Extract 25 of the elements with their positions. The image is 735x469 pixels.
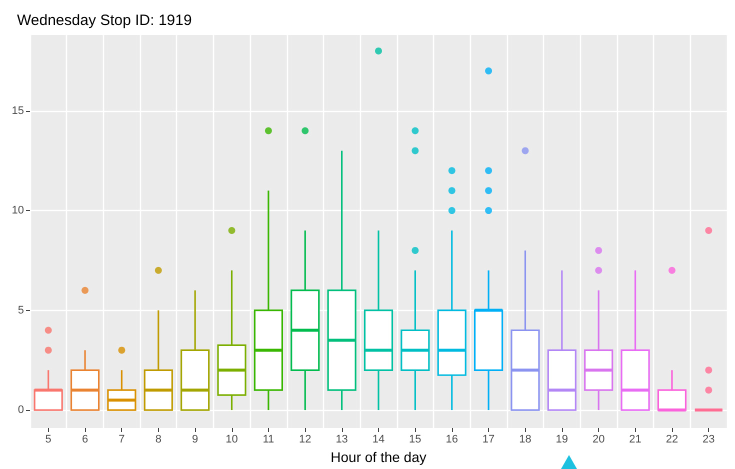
x-tick-label: 17 <box>482 434 495 446</box>
y-tick-label: 15 <box>12 104 24 117</box>
x-tick-label: 21 <box>629 434 642 446</box>
x-tick-label: 8 <box>155 434 162 446</box>
x-tick-label: 6 <box>82 434 88 446</box>
x-tick-label: 18 <box>519 434 532 446</box>
y-tick-label: 0 <box>18 404 24 416</box>
x-tick-label: 9 <box>192 434 198 446</box>
x-tick-label: 10 <box>226 434 238 446</box>
x-tick-label: 22 <box>666 434 678 446</box>
x-tick-label: 19 <box>556 434 568 446</box>
x-tick-label: 11 <box>262 434 274 446</box>
x-tick-label: 14 <box>372 434 385 446</box>
x-tick-label: 20 <box>592 434 605 446</box>
x-axis-title: Hour of the day <box>330 449 426 465</box>
x-tick-label: 12 <box>299 434 312 446</box>
x-tick-label: 5 <box>45 434 52 446</box>
x-tick-label: 7 <box>118 434 125 446</box>
y-tick-label: 5 <box>18 304 24 316</box>
x-tick-label: 15 <box>409 434 422 446</box>
x-tick-label: 13 <box>336 434 348 446</box>
x-tick-label: 23 <box>702 434 715 446</box>
y-tick-label: 10 <box>12 204 24 217</box>
chart-title: Wednesday Stop ID: 1919 <box>17 12 192 29</box>
x-tick-label: 16 <box>446 434 458 446</box>
